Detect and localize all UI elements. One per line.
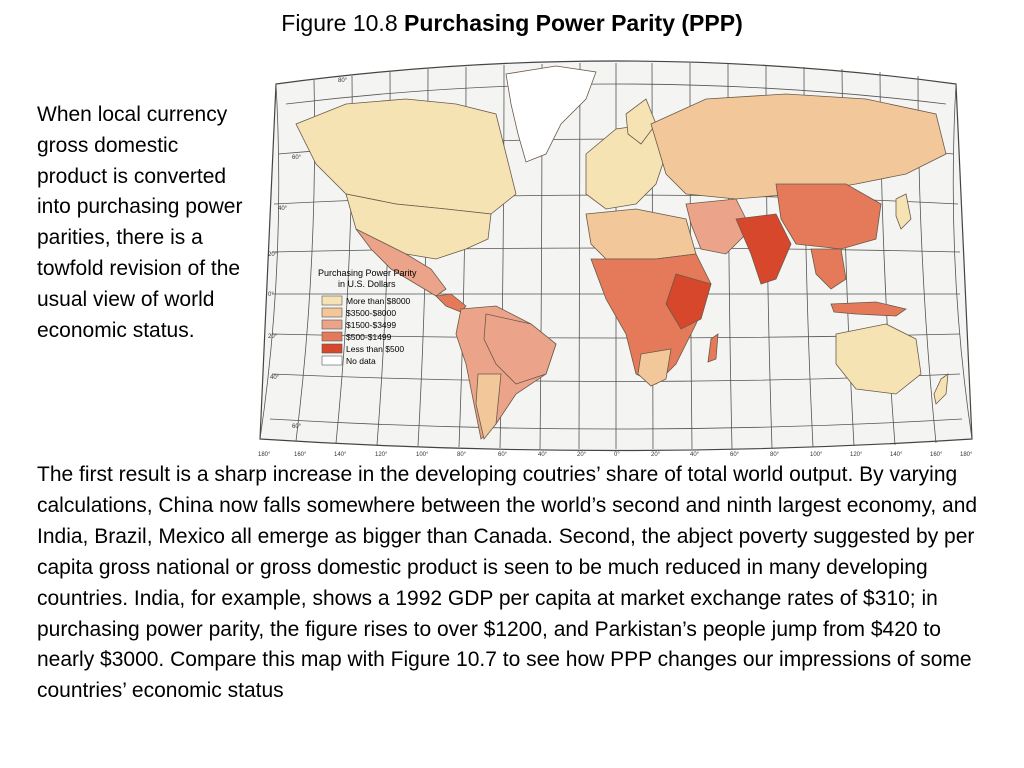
figure-title-bold: Purchasing Power Parity (PPP) — [404, 10, 743, 36]
lon-label: 60° — [730, 452, 740, 458]
lon-label: 20° — [651, 452, 661, 458]
legend-label: No data — [346, 356, 376, 366]
brazil — [483, 313, 557, 385]
russia — [650, 93, 947, 200]
legend-label: Less than $500 — [346, 344, 404, 354]
lon-label: 80° — [770, 452, 780, 458]
lon-label: 120° — [375, 452, 388, 458]
australia — [835, 323, 922, 395]
lon-label: 140° — [334, 452, 347, 458]
lat-label: 20° — [268, 334, 278, 340]
longitude-labels: 180° 160° 140° 120° 100° 80° 60° 40° 20°… — [258, 452, 973, 458]
lon-label: 100° — [416, 452, 429, 458]
lat-label: 0° — [268, 292, 274, 298]
legend-label: $1500-$3499 — [346, 320, 396, 330]
lon-label: 40° — [690, 452, 700, 458]
south-asia — [735, 213, 792, 285]
lat-label: 40° — [270, 375, 280, 381]
argentina — [475, 373, 502, 440]
figure-title-prefix: Figure 10.8 — [281, 10, 405, 36]
legend-title-line1: Purchasing Power Parity — [318, 268, 417, 278]
southern-africa — [637, 348, 672, 387]
legend-swatch — [321, 343, 343, 354]
world-ppp-map: 80° 60° 40° 20° 0° 20° 40° 60° 180° 160°… — [256, 44, 976, 458]
lat-label: 80° — [338, 78, 348, 84]
side-paragraph: When local currency gross domestic produ… — [37, 103, 243, 342]
lon-label: 60° — [498, 452, 508, 458]
lon-label: 100° — [810, 452, 823, 458]
lon-label: 40° — [538, 452, 548, 458]
legend-swatch — [321, 295, 343, 306]
indonesia — [830, 301, 907, 317]
new-zealand — [933, 373, 949, 405]
lon-label: 80° — [457, 452, 467, 458]
lon-label: 0° — [614, 452, 620, 458]
lat-label: 40° — [278, 206, 288, 212]
legend-label: $3500-$8000 — [346, 308, 396, 318]
scandinavia — [625, 98, 657, 145]
legend-swatch — [321, 331, 343, 342]
lon-label: 160° — [294, 452, 307, 458]
lat-label: 60° — [292, 424, 302, 430]
legend-swatch — [321, 319, 343, 330]
body-paragraph: The first result is a sharp increase in … — [37, 463, 978, 703]
legend-label: $500-$1499 — [346, 332, 392, 342]
legend-swatch — [321, 307, 343, 318]
figure-title: Figure 10.8 Purchasing Power Parity (PPP… — [0, 8, 1024, 38]
middle-east — [685, 198, 752, 255]
map-legend: Purchasing Power Parity in U.S. Dollars … — [318, 268, 417, 366]
east-africa — [665, 273, 712, 330]
lon-label: 180° — [258, 452, 271, 458]
map-svg: 80° 60° 40° 20° 0° 20° 40° 60° 180° 160°… — [258, 60, 973, 458]
madagascar — [707, 333, 719, 363]
southeast-asia — [810, 248, 847, 290]
legend-swatch — [321, 355, 343, 366]
lon-label: 120° — [850, 452, 863, 458]
lat-label: 20° — [268, 252, 278, 258]
lat-label: 60° — [292, 155, 302, 161]
greenland — [505, 65, 597, 163]
latitude-labels: 80° 60° 40° 20° 0° 20° 40° 60° — [268, 78, 348, 430]
lon-label: 180° — [960, 452, 973, 458]
china — [775, 183, 882, 250]
legend-label: More than $8000 — [346, 296, 411, 306]
japan — [895, 193, 912, 230]
lon-label: 160° — [930, 452, 943, 458]
lon-label: 140° — [890, 452, 903, 458]
legend-title-line2: in U.S. Dollars — [338, 279, 396, 289]
lon-label: 20° — [577, 452, 587, 458]
